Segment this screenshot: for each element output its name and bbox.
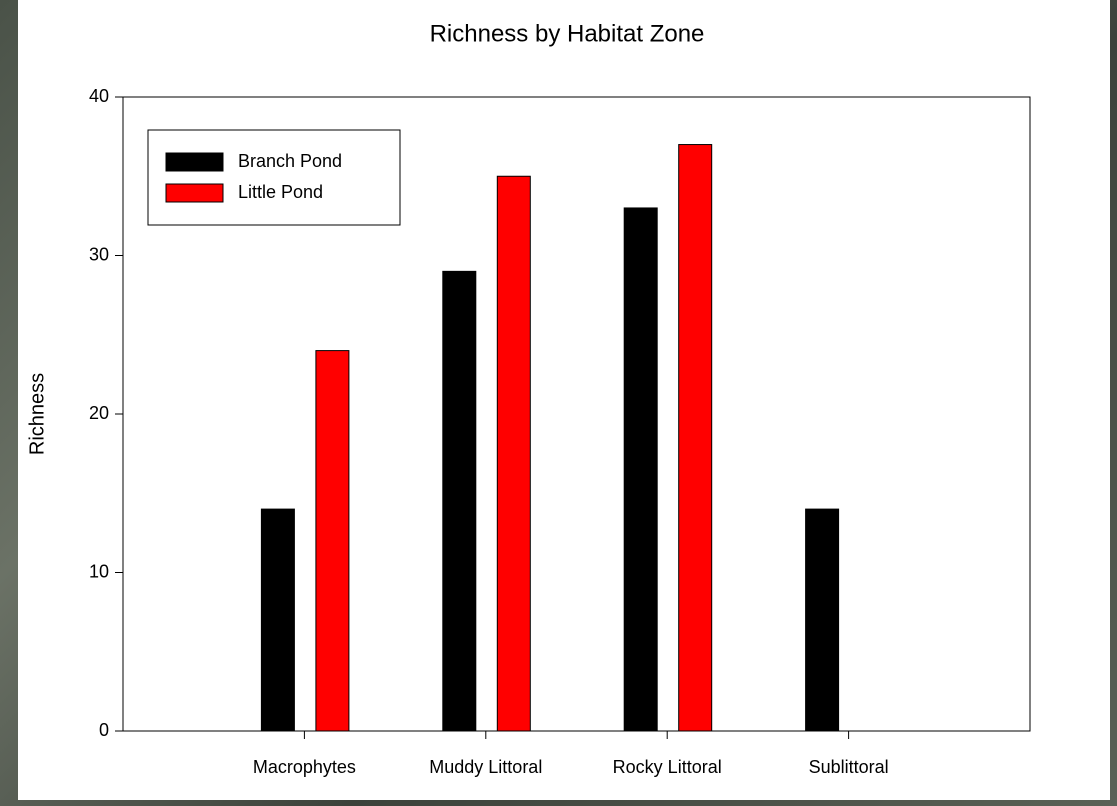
legend-label: Branch Pond [238,151,342,171]
y-axis-label: Richness [26,373,48,455]
bar [261,509,294,731]
bar [316,351,349,731]
page: Richness by Habitat Zone Richness 0 10 20 3… [0,0,1117,806]
legend-swatch [166,153,223,171]
legend-box [148,130,400,225]
x-tick-label: Sublittoral [809,757,889,777]
bar [497,176,530,731]
y-tick-label: 0 [99,720,109,740]
x-tick-label: Muddy Littoral [429,757,542,777]
chart-title: Richness by Habitat Zone [430,20,705,47]
chart-panel [18,0,1110,800]
chart: Richness by Habitat Zone Richness 0 10 20 3… [0,0,1117,806]
y-tick-label: 30 [89,244,109,264]
y-tick-label: 20 [89,403,109,423]
bar [443,271,476,731]
legend-swatch [166,184,223,202]
bar [679,145,712,731]
y-tick-label: 40 [89,86,109,106]
legend-label: Little Pond [238,182,323,202]
y-tick-label: 10 [89,561,109,581]
bar [624,208,657,731]
x-tick-label: Rocky Littoral [613,757,722,777]
bar [806,509,839,731]
x-tick-label: Macrophytes [253,757,356,777]
